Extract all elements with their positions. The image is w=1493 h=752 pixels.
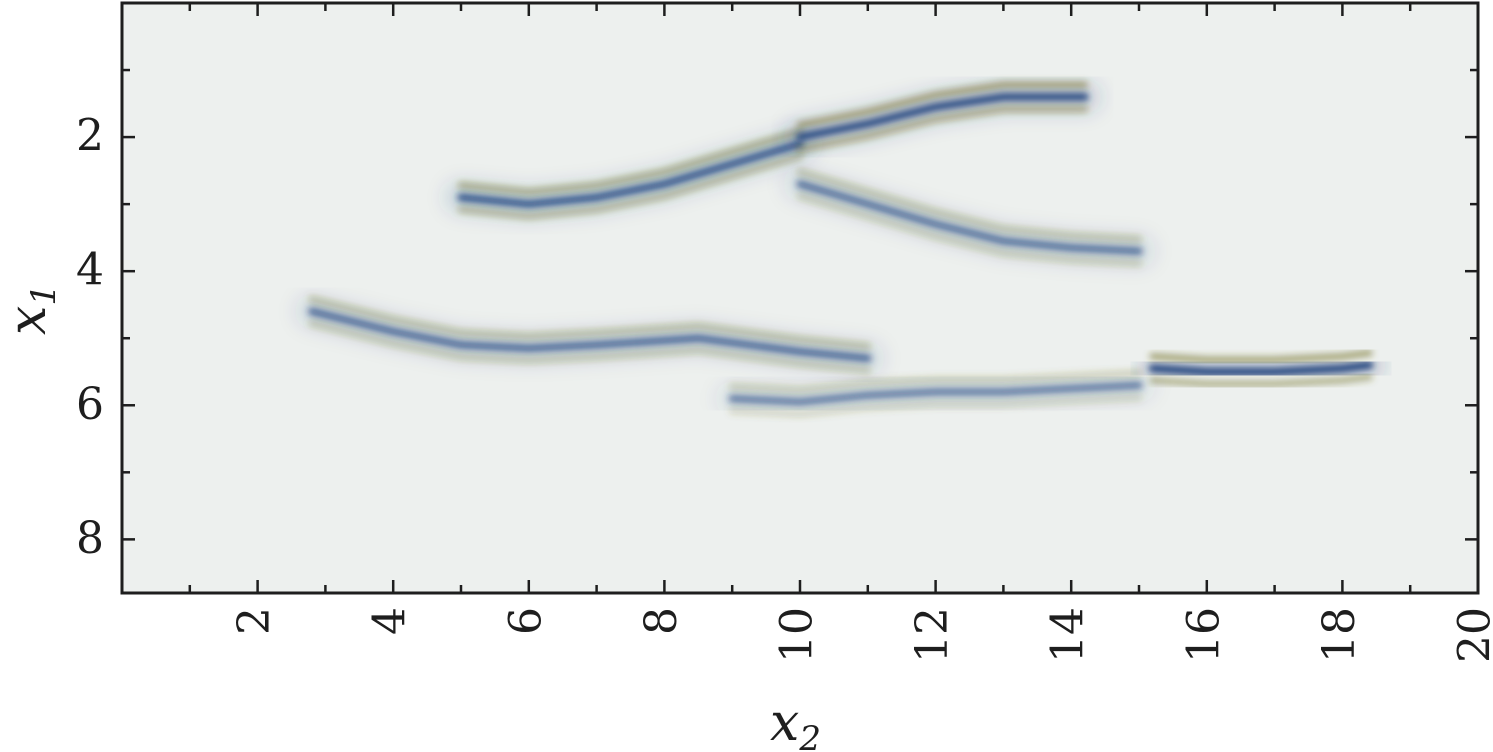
reflector-core: [796, 92, 1089, 142]
y-tick-label: 4: [76, 245, 104, 296]
x-tick-label: 14: [1043, 607, 1094, 663]
reflector-core: [728, 381, 1143, 406]
x-tick-label: 20: [1450, 607, 1493, 663]
x-tick-label: 12: [907, 607, 958, 663]
reflector-lower-right: [1135, 348, 1387, 389]
reflector-lobe-lower: [796, 105, 1089, 153]
reflector-lower-left: [294, 294, 885, 376]
reflector-lobe-upper: [796, 81, 1089, 129]
x-axis-label: x2: [770, 693, 821, 752]
x-tick-label: 6: [500, 607, 551, 635]
x-tick-label: 2: [229, 607, 280, 635]
x-axis-label-subscript: 2: [798, 719, 821, 752]
axis-ticks: 2 4 6 8 10 12 14 16 18 20 2 4 6 8: [76, 3, 1493, 663]
reflector-lobe-lower: [457, 152, 804, 220]
reflector-lobe-lower: [796, 192, 1143, 267]
x-axis-label-main: x: [770, 693, 799, 752]
reflector-core: [457, 139, 804, 209]
reflector-diagonal: [783, 167, 1156, 269]
reflector-upper-left: [444, 126, 817, 222]
reflector-lobe-lower: [308, 319, 872, 374]
y-tick-label: 6: [76, 379, 104, 430]
x-tick-label: 10: [772, 607, 823, 663]
reflector-lobe-upper: [457, 128, 804, 196]
reflector-lobe-lower: [1149, 373, 1373, 388]
x-tick-label: 16: [1178, 607, 1229, 663]
y-axis-label: x1: [0, 284, 64, 335]
reflector-core: [796, 180, 1143, 256]
reflector-core: [307, 307, 872, 363]
reflector-upper-right: [783, 79, 1102, 155]
reflector-lobe-upper: [308, 295, 872, 350]
reflectors: [294, 79, 1387, 419]
reflector-lobe-lower: [728, 393, 1143, 418]
x-tick-label: 18: [1314, 607, 1365, 663]
reflector-lower-middle: [715, 368, 1156, 419]
plot-background: [122, 3, 1478, 593]
y-tick-label: 8: [76, 513, 104, 564]
reflector-lobe-upper: [1149, 349, 1373, 364]
y-tick-label: 2: [76, 111, 104, 162]
x-tick-label: 4: [365, 607, 416, 635]
reflector-lobe-upper: [728, 369, 1143, 394]
reflector-core: [1148, 361, 1374, 376]
reflector-lobe-upper: [796, 168, 1143, 243]
x-tick-label: 8: [636, 607, 687, 635]
y-axis-label-subscript: 1: [24, 284, 64, 306]
y-axis-label-main: x: [0, 306, 58, 335]
